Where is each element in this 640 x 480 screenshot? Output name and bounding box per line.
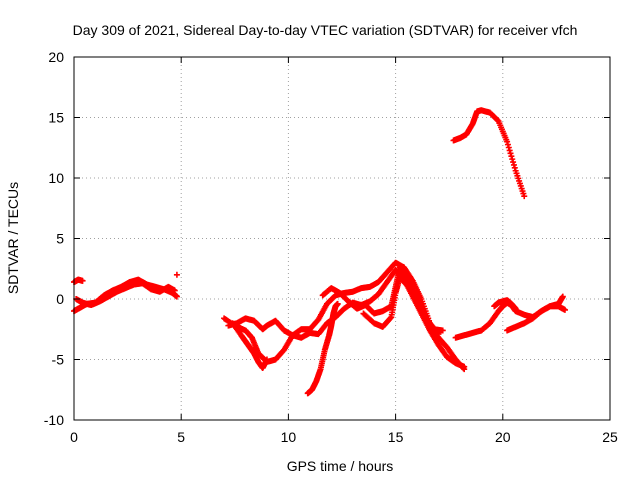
x-tick-label: 5 bbox=[177, 429, 185, 445]
data-point bbox=[504, 138, 511, 145]
data-point-trace bbox=[404, 273, 411, 280]
data-point-trace bbox=[504, 141, 511, 148]
y-tick-label: 0 bbox=[56, 291, 64, 307]
y-tick-label: -5 bbox=[52, 352, 65, 368]
series-arc-1 bbox=[71, 276, 180, 315]
x-tick-label: 25 bbox=[602, 429, 618, 445]
data-point-trace bbox=[510, 159, 517, 166]
data-point-trace bbox=[509, 156, 516, 163]
x-tick-label: 20 bbox=[495, 429, 511, 445]
series-arc-11 bbox=[396, 269, 446, 334]
data-point-trace bbox=[508, 153, 515, 160]
data-point-trace bbox=[505, 144, 512, 151]
y-tick-label: 20 bbox=[48, 49, 64, 65]
grid-lines bbox=[74, 57, 610, 420]
y-tick-label: 10 bbox=[48, 170, 64, 186]
series-arc-3 bbox=[71, 276, 86, 286]
data-point bbox=[173, 293, 180, 300]
x-axis-label: GPS time / hours bbox=[287, 458, 394, 474]
data-point-trace bbox=[510, 161, 517, 168]
data-point bbox=[439, 327, 446, 334]
data-point bbox=[559, 293, 566, 300]
data-points bbox=[71, 107, 568, 397]
data-point-trace bbox=[387, 315, 394, 322]
series-arc-15 bbox=[504, 293, 566, 334]
data-point bbox=[334, 300, 341, 307]
data-point-trace bbox=[460, 365, 467, 372]
data-point-trace bbox=[506, 147, 513, 154]
data-point bbox=[173, 271, 180, 278]
y-tick-label: 15 bbox=[48, 110, 64, 126]
y-axis-label: SDTVAR / TECUs bbox=[5, 182, 21, 294]
data-point bbox=[521, 193, 528, 200]
data-point bbox=[263, 356, 270, 363]
x-tick-label: 10 bbox=[281, 429, 297, 445]
y-tick-label: 5 bbox=[56, 231, 64, 247]
y-tick-label: -10 bbox=[44, 412, 64, 428]
chart-title: Day 309 of 2021, Sidereal Day-to-day VTE… bbox=[73, 22, 578, 38]
data-point-trace bbox=[507, 150, 514, 157]
data-point bbox=[461, 366, 468, 373]
series-arc-4 bbox=[173, 271, 180, 278]
data-point bbox=[171, 287, 178, 294]
data-point bbox=[561, 306, 568, 313]
axis-ticks: 0 5 10 15 20 25 -10 -5 0 5 10 15 20 bbox=[44, 49, 618, 445]
series-arc-8 bbox=[304, 300, 341, 397]
x-tick-label: 15 bbox=[388, 429, 404, 445]
data-point bbox=[79, 277, 86, 284]
data-point-trace bbox=[511, 164, 518, 171]
x-tick-label: 0 bbox=[70, 429, 78, 445]
data-point bbox=[512, 305, 519, 312]
series-arc-12 bbox=[450, 107, 528, 200]
series-arc-14 bbox=[491, 297, 519, 312]
series-arc-7 bbox=[229, 320, 270, 371]
series-arc-2 bbox=[73, 280, 178, 309]
